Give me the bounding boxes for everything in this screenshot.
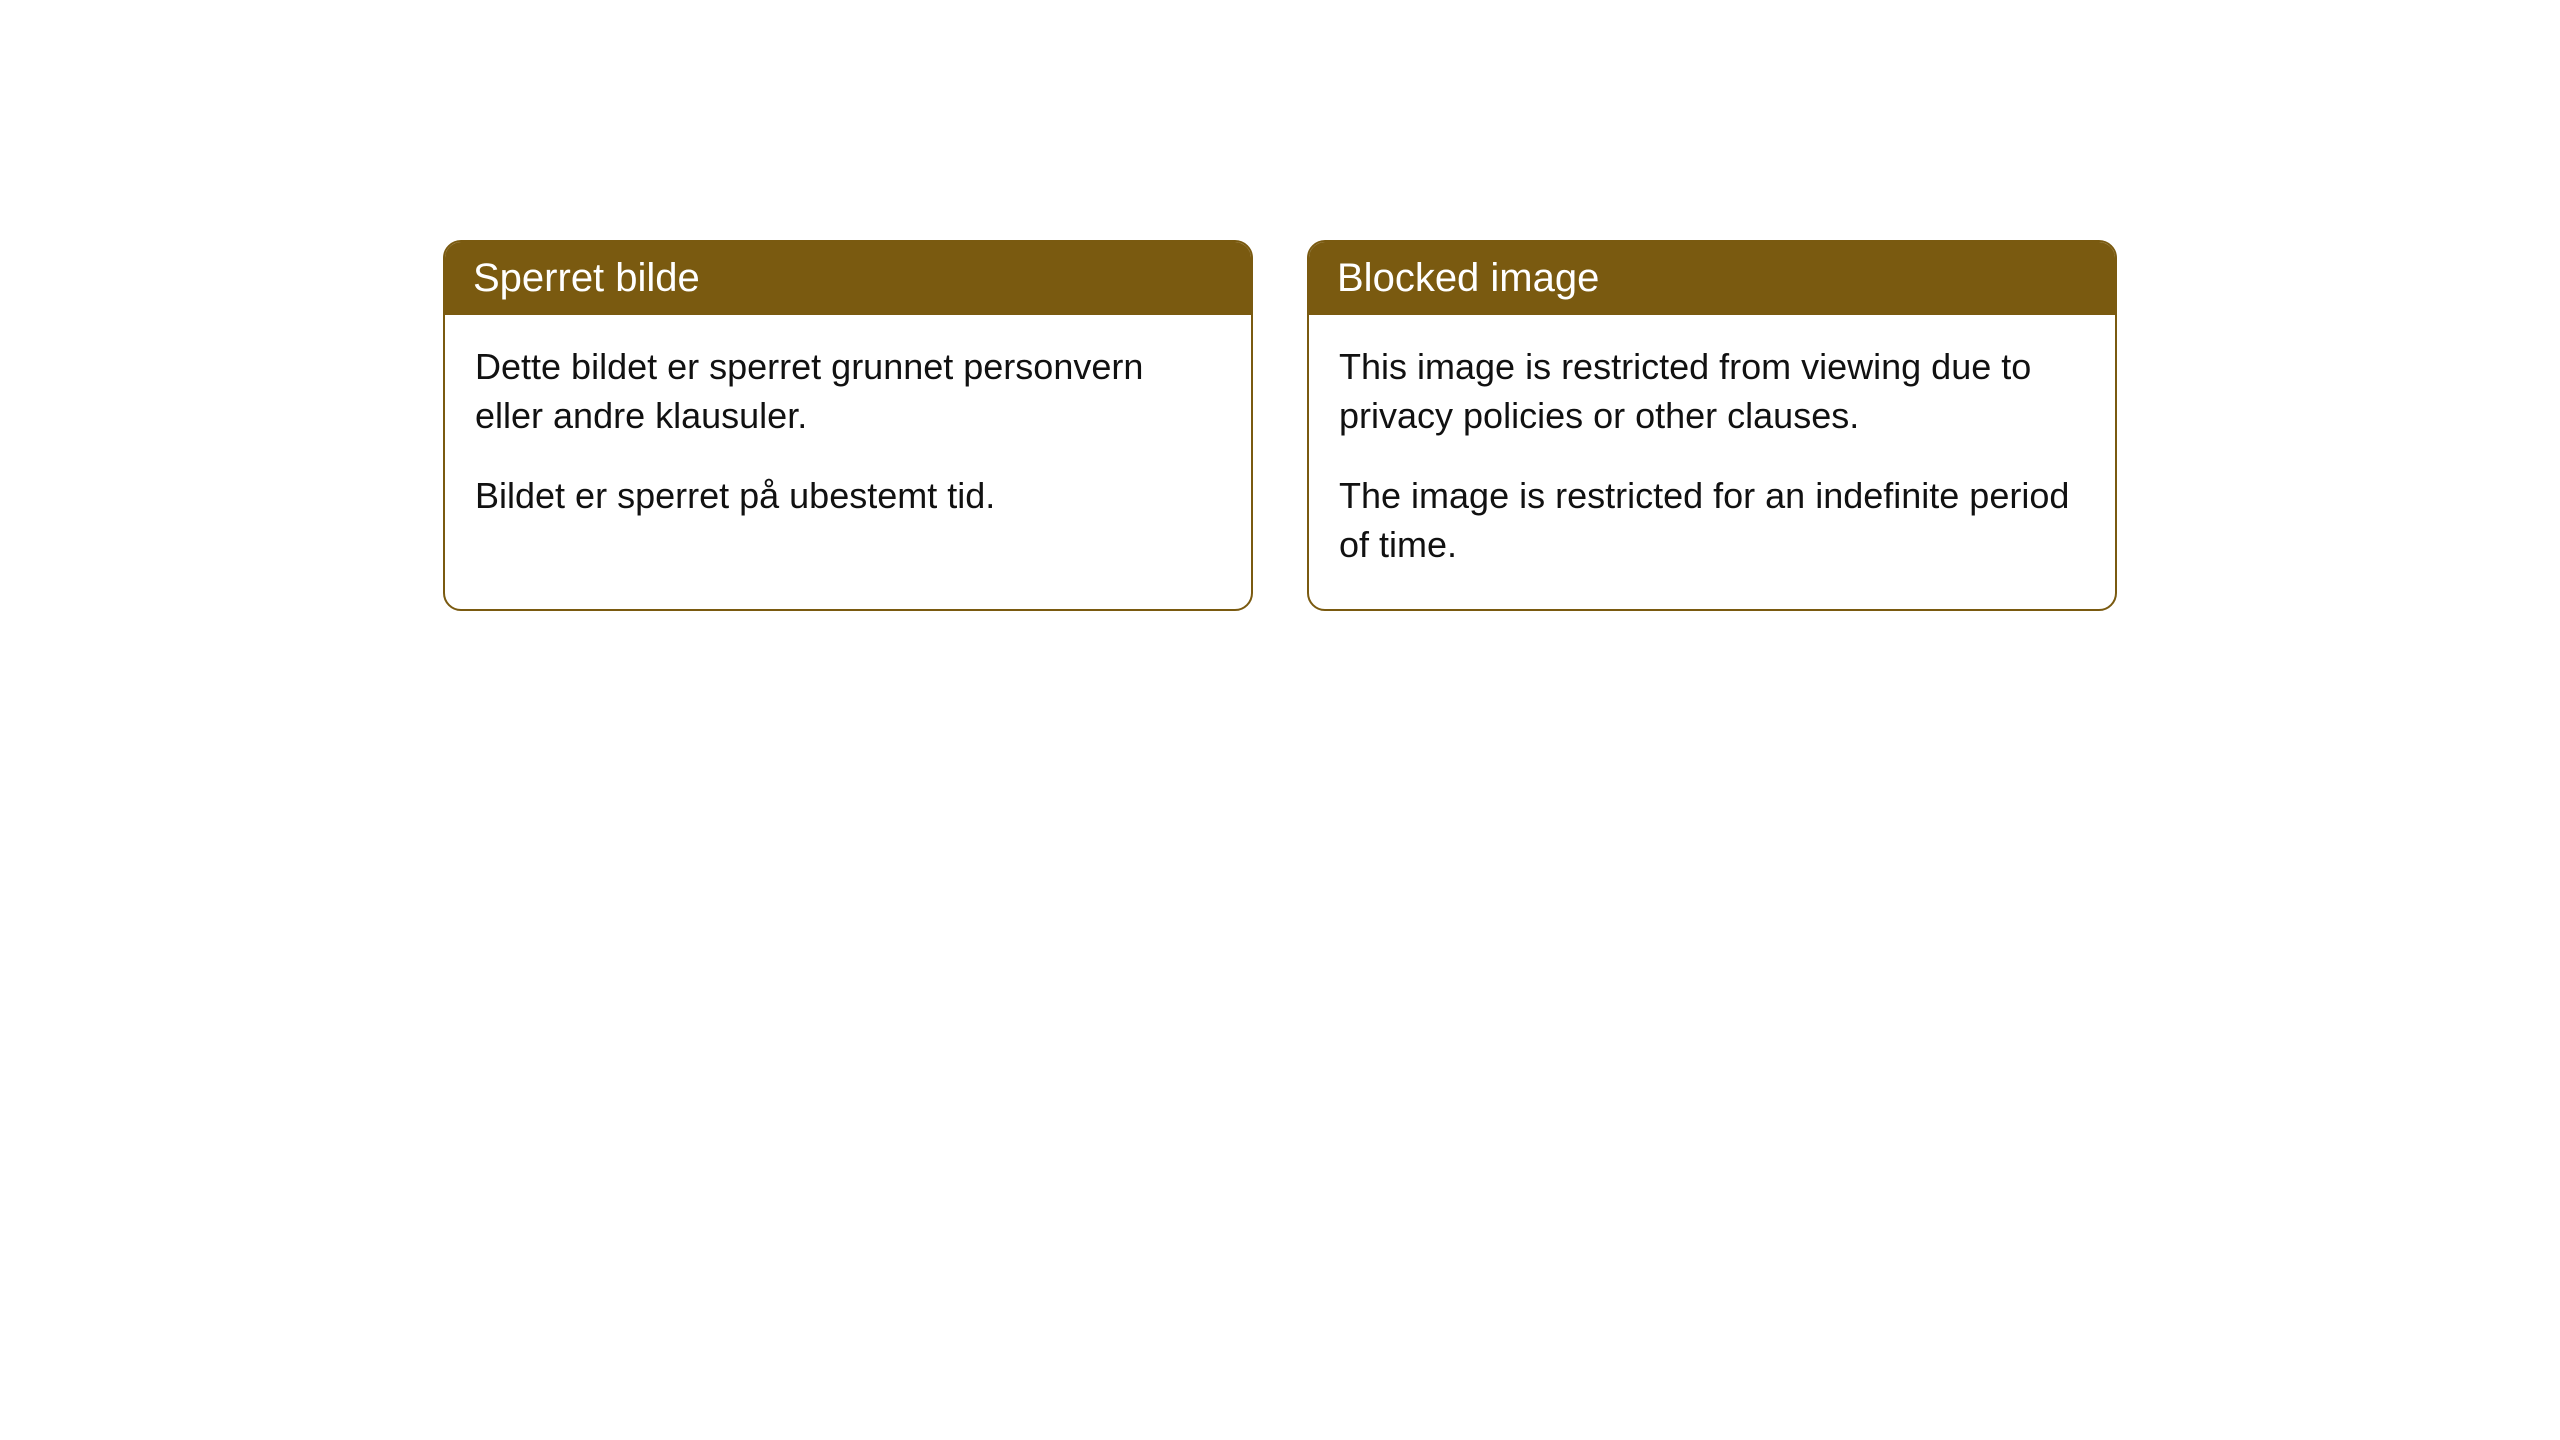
card-paragraph: The image is restricted for an indefinit… bbox=[1339, 472, 2085, 569]
card-header-no: Sperret bilde bbox=[445, 242, 1251, 315]
card-header-en: Blocked image bbox=[1309, 242, 2115, 315]
card-title-no: Sperret bilde bbox=[473, 256, 700, 300]
card-body-en: This image is restricted from viewing du… bbox=[1309, 315, 2115, 609]
blocked-image-card-en: Blocked image This image is restricted f… bbox=[1307, 240, 2117, 611]
blocked-image-card-no: Sperret bilde Dette bildet er sperret gr… bbox=[443, 240, 1253, 611]
card-body-no: Dette bildet er sperret grunnet personve… bbox=[445, 315, 1251, 561]
card-title-en: Blocked image bbox=[1337, 256, 1599, 300]
notice-container: Sperret bilde Dette bildet er sperret gr… bbox=[0, 240, 2560, 611]
card-paragraph: Bildet er sperret på ubestemt tid. bbox=[475, 472, 1221, 521]
card-paragraph: Dette bildet er sperret grunnet personve… bbox=[475, 343, 1221, 440]
card-paragraph: This image is restricted from viewing du… bbox=[1339, 343, 2085, 440]
